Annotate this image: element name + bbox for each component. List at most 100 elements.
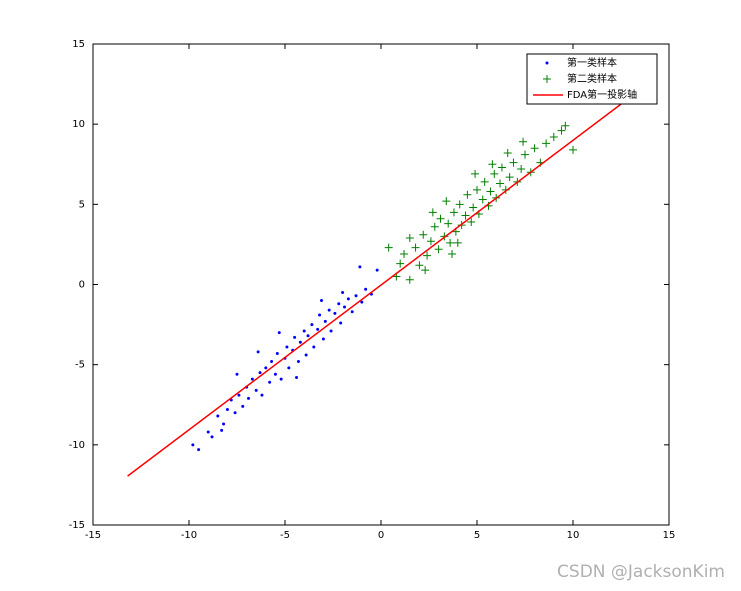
point bbox=[327, 308, 331, 312]
point bbox=[337, 302, 341, 306]
point bbox=[197, 448, 201, 452]
point bbox=[321, 337, 325, 341]
point bbox=[319, 299, 323, 303]
point bbox=[448, 250, 457, 259]
point bbox=[505, 173, 514, 182]
point bbox=[421, 266, 430, 275]
x-tick-label: 15 bbox=[663, 530, 676, 541]
point bbox=[436, 214, 445, 223]
y-tick-label: -10 bbox=[69, 440, 85, 451]
point bbox=[360, 300, 364, 304]
point bbox=[260, 393, 264, 397]
point bbox=[490, 169, 499, 178]
point bbox=[333, 311, 337, 315]
y-tick-label: -5 bbox=[75, 360, 85, 371]
point bbox=[206, 430, 210, 434]
x-tick-label: -10 bbox=[181, 530, 197, 541]
x-tick-label: 5 bbox=[474, 530, 480, 541]
x-tick-label: 10 bbox=[567, 530, 580, 541]
point bbox=[400, 250, 409, 259]
point bbox=[268, 380, 272, 384]
y-tick-label: 10 bbox=[72, 119, 85, 130]
point bbox=[354, 294, 358, 298]
y-tick-label: -15 bbox=[69, 520, 85, 531]
point bbox=[350, 310, 354, 314]
x-tick-label: 0 bbox=[378, 530, 384, 541]
point bbox=[384, 243, 393, 252]
point bbox=[542, 139, 551, 148]
point bbox=[453, 238, 462, 247]
watermark: CSDN @JacksonKim bbox=[557, 562, 725, 582]
point bbox=[473, 185, 481, 194]
point bbox=[275, 351, 279, 355]
point bbox=[285, 345, 289, 349]
point bbox=[449, 208, 458, 217]
point bbox=[256, 350, 260, 354]
point bbox=[497, 163, 506, 172]
point bbox=[264, 366, 268, 370]
point bbox=[405, 275, 414, 284]
point bbox=[519, 137, 528, 146]
point bbox=[298, 340, 302, 344]
point bbox=[496, 179, 505, 188]
point bbox=[225, 408, 229, 412]
point bbox=[463, 190, 472, 199]
point bbox=[375, 268, 379, 272]
point bbox=[434, 245, 443, 254]
point bbox=[287, 366, 291, 370]
point bbox=[411, 243, 420, 252]
point bbox=[310, 323, 314, 327]
x-tick-label: -15 bbox=[85, 530, 101, 541]
point bbox=[191, 443, 195, 447]
y-tick-label: 5 bbox=[79, 199, 85, 210]
legend-label: 第一类样本 bbox=[567, 56, 617, 69]
point bbox=[250, 377, 254, 381]
point bbox=[316, 327, 320, 331]
point bbox=[293, 335, 297, 339]
point bbox=[488, 160, 497, 169]
point bbox=[273, 372, 277, 376]
point bbox=[455, 200, 464, 209]
point bbox=[306, 334, 310, 338]
point bbox=[426, 237, 435, 246]
point bbox=[517, 165, 526, 174]
point bbox=[430, 222, 439, 231]
point bbox=[467, 217, 476, 226]
point bbox=[220, 428, 224, 432]
point bbox=[480, 177, 489, 186]
point bbox=[346, 297, 350, 301]
point bbox=[444, 219, 453, 228]
point bbox=[235, 372, 239, 376]
x-tick-label: -5 bbox=[280, 530, 290, 541]
point bbox=[405, 234, 414, 243]
point bbox=[295, 375, 299, 379]
point bbox=[241, 404, 245, 408]
point bbox=[247, 396, 251, 400]
point bbox=[210, 435, 214, 439]
point bbox=[270, 359, 274, 363]
point bbox=[561, 121, 570, 130]
point bbox=[329, 329, 333, 333]
point bbox=[358, 265, 362, 269]
point bbox=[530, 144, 539, 153]
legend-swatch bbox=[545, 61, 549, 65]
point bbox=[471, 169, 480, 178]
point bbox=[343, 305, 347, 309]
point bbox=[323, 319, 327, 323]
point bbox=[549, 132, 558, 141]
point bbox=[486, 187, 495, 196]
point bbox=[428, 208, 437, 217]
point bbox=[509, 158, 518, 167]
y-tick-label: 0 bbox=[79, 280, 85, 291]
point bbox=[478, 195, 487, 204]
legend-label: FDA第一投影轴 bbox=[567, 88, 637, 101]
legend-swatch bbox=[543, 75, 551, 83]
point bbox=[318, 313, 322, 317]
point bbox=[277, 331, 281, 335]
point bbox=[461, 211, 470, 220]
point bbox=[442, 197, 451, 206]
y-tick-label: 15 bbox=[72, 39, 85, 50]
point bbox=[222, 422, 226, 426]
point bbox=[446, 238, 455, 247]
